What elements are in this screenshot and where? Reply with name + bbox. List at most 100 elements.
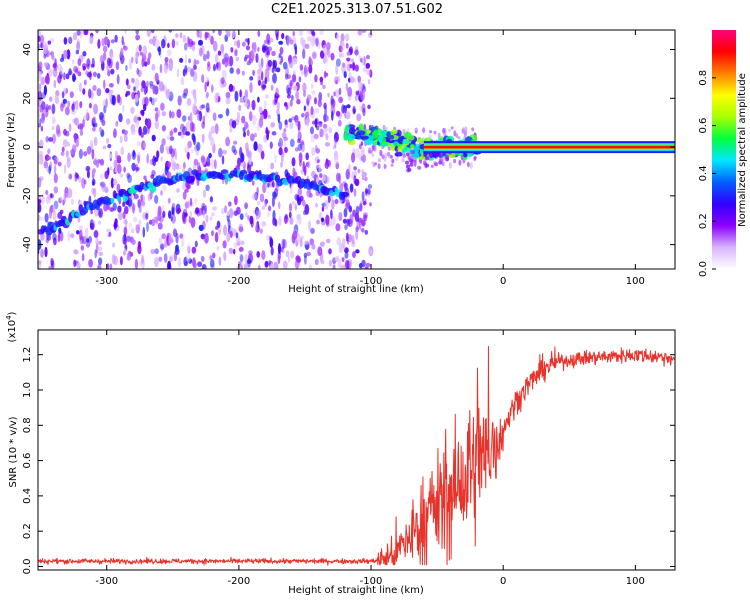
noise-speckle [281,32,285,40]
noise-speckle [352,61,356,71]
noise-speckle [239,213,244,221]
noise-speckle [110,52,114,61]
noise-speckle [349,76,355,83]
noise-speckle [247,162,252,174]
noise-speckle [188,258,193,264]
noise-speckle [365,262,371,268]
noise-speckle [103,105,107,114]
cluster-point [394,151,403,157]
noise-speckle [346,57,351,62]
noise-speckle [122,201,126,207]
noise-speckle [321,206,325,212]
noise-speckle [151,97,156,107]
cluster-point [405,160,409,165]
noise-speckle [67,188,73,199]
noise-speckle [53,159,58,165]
cluster-point [398,136,403,145]
noise-speckle [351,234,355,245]
noise-speckle [236,39,241,49]
noise-speckle [60,196,63,202]
noise-speckle [346,219,351,227]
noise-speckle [68,173,73,180]
noise-speckle [79,123,84,131]
noise-speckle [248,250,253,255]
cluster-point [423,152,428,157]
noise-speckle [278,216,282,226]
noise-speckle [273,99,278,105]
noise-speckle [201,74,205,83]
cluster-point [360,135,369,140]
noise-speckle [228,247,234,255]
noise-speckle [125,90,131,96]
noise-speckle [221,58,226,65]
noise-speckle [161,233,166,240]
noise-speckle [261,84,267,90]
cluster-point [405,152,410,157]
noise-speckle [278,121,283,131]
noise-speckle [148,52,152,59]
noise-speckle [131,239,136,246]
noise-speckle [357,75,362,83]
noise-speckle [169,254,174,262]
noise-speckle [197,261,203,268]
noise-speckle [351,152,356,163]
noise-speckle [345,111,351,120]
noise-speckle [190,149,194,154]
noise-speckle [217,61,222,72]
noise-speckle [206,76,209,83]
noise-speckle [202,53,207,62]
noise-speckle [422,127,426,134]
noise-speckle [218,228,222,235]
noise-speckle [279,46,284,55]
noise-speckle [292,57,298,65]
noise-speckle [383,163,387,170]
noise-speckle [168,62,173,72]
noise-speckle [233,248,236,255]
noise-speckle [134,52,139,62]
noise-speckle [248,156,252,166]
noise-speckle [247,215,250,221]
noise-speckle [158,237,163,244]
noise-speckle [91,187,95,195]
noise-speckle [49,96,53,102]
noise-speckle [206,91,209,98]
noise-speckle [85,70,89,76]
noise-speckle [339,41,345,47]
noise-speckle [154,256,159,268]
noise-speckle [79,229,83,241]
noise-speckle [182,92,187,99]
noise-speckle [270,246,274,256]
cluster-point [410,140,416,145]
noise-speckle [334,137,337,148]
noise-speckle [154,119,160,130]
noise-speckle [176,164,182,170]
noise-speckle [102,99,106,108]
noise-speckle [225,97,231,105]
y-tick-label: 0.8 [22,417,33,433]
noise-speckle [177,95,182,106]
noise-speckle [355,226,359,233]
noise-speckle [238,223,244,233]
noise-speckle [310,227,315,234]
noise-speckle [238,104,242,112]
noise-speckle [331,199,335,210]
noise-speckle [212,112,217,121]
cluster-point [366,129,371,134]
noise-speckle [54,95,59,104]
noise-speckle [191,133,195,141]
noise-speckle [206,50,210,60]
noise-speckle [229,67,234,74]
noise-speckle [272,59,275,70]
noise-speckle [94,249,97,259]
cluster-point [403,131,412,139]
noise-speckle [263,100,267,110]
noise-speckle [309,239,313,246]
noise-speckle [270,122,276,128]
noise-speckle [135,163,139,173]
noise-speckle [246,151,252,159]
noise-speckle [268,235,272,241]
noise-speckle [131,162,136,172]
noise-speckle [244,96,248,103]
noise-speckle [133,216,138,223]
noise-speckle [151,63,156,71]
